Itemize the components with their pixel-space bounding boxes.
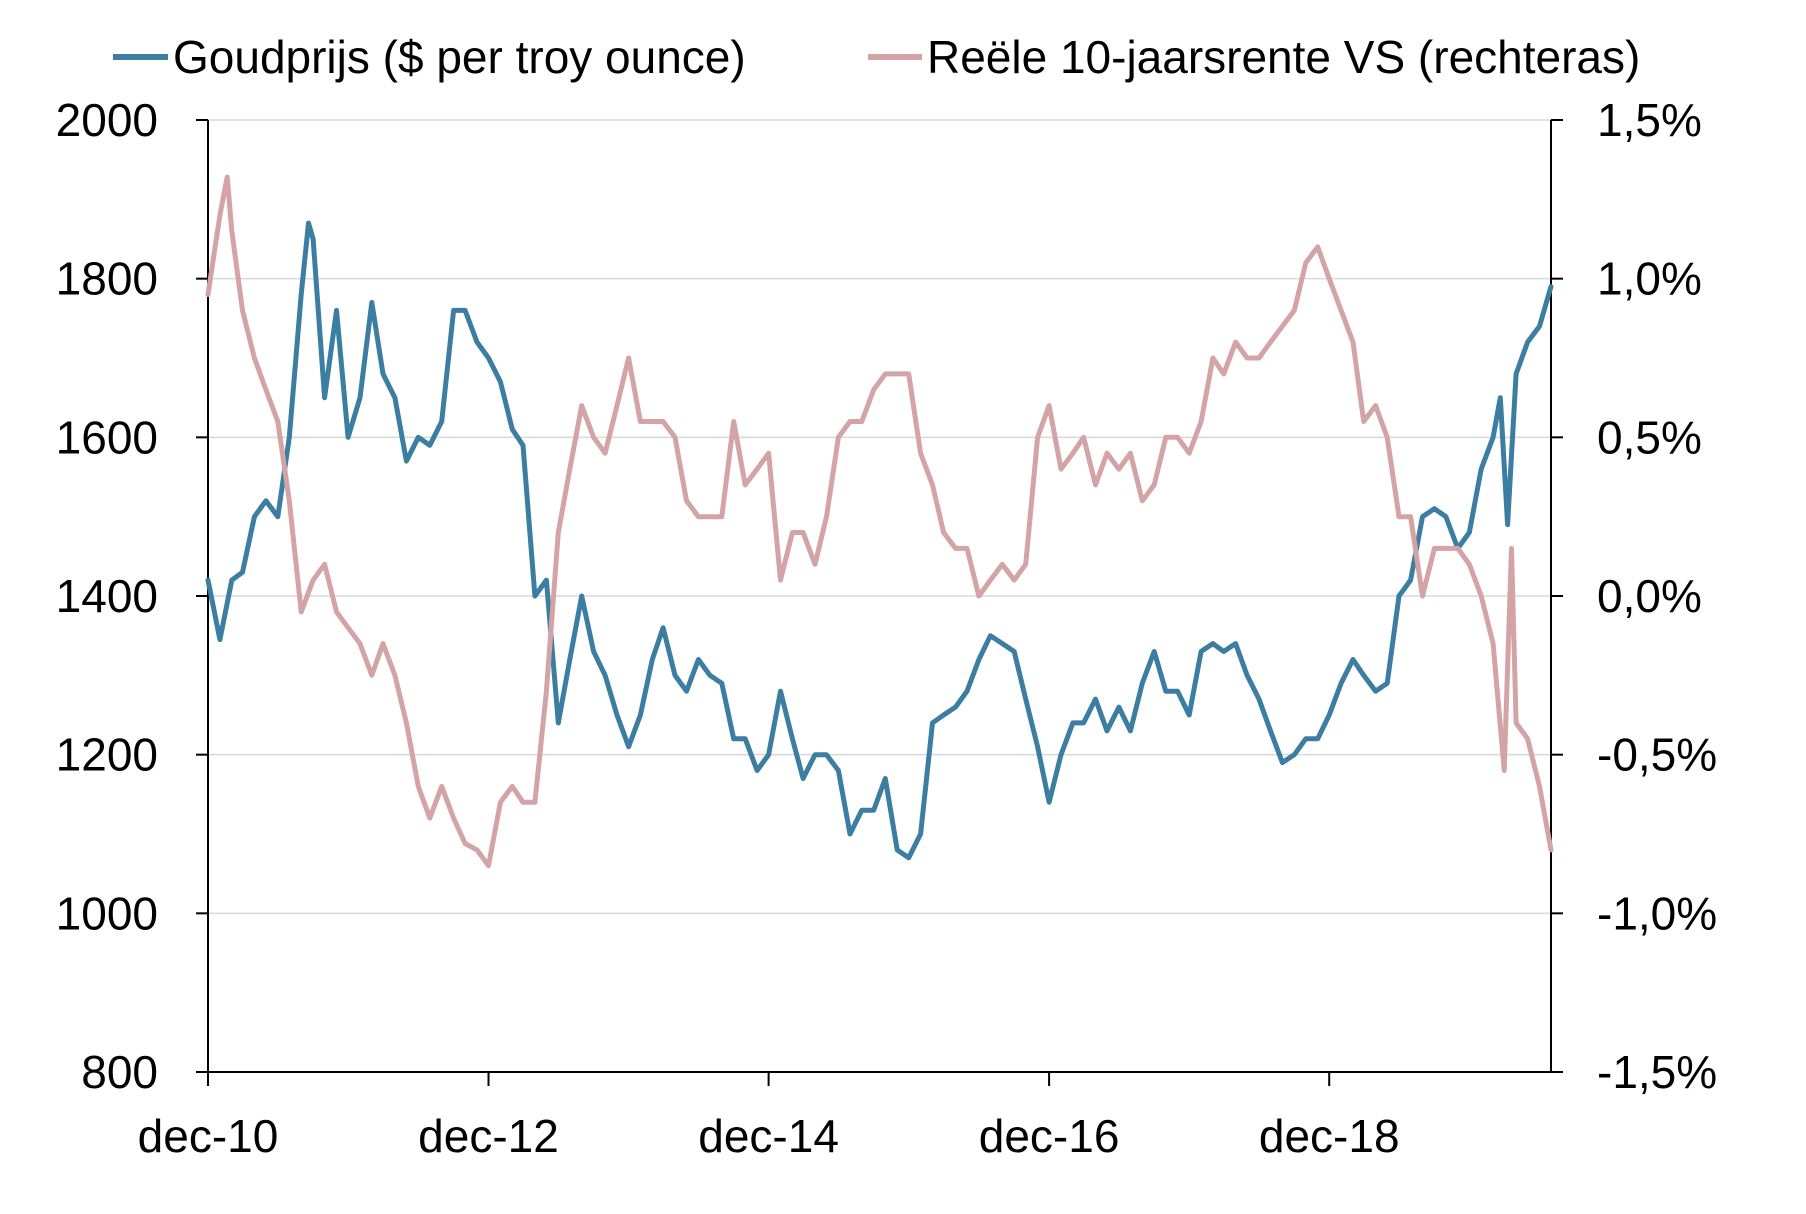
y-tick-label-left: 1200	[56, 729, 158, 781]
y-tick-label-right: 1,5%	[1597, 94, 1702, 146]
legend: Goudprijs ($ per troy ounce) Reële 10-jaa…	[113, 31, 1640, 83]
x-tick-label: dec-14	[698, 1110, 839, 1162]
x-tick-label: dec-12	[418, 1110, 559, 1162]
y-tick-label-left: 800	[81, 1046, 158, 1098]
y-tick-label-right: -0,5%	[1597, 729, 1717, 781]
x-tick-label: dec-18	[1259, 1110, 1400, 1162]
y-tick-label-right: -1,0%	[1597, 887, 1717, 939]
y-tick-label-right: 0,0%	[1597, 570, 1702, 622]
series-lines	[205, 174, 1554, 869]
real-yield-line	[205, 174, 1554, 869]
y-tick-label-right: 0,5%	[1597, 411, 1702, 463]
y-tick-label-left: 1000	[56, 887, 158, 939]
axes: 800 1000 1200 1400 1600 1800 2000 -1,5% -1,0% -0,…	[56, 94, 1718, 1162]
gold-price-line	[205, 220, 1554, 861]
legend-label-yield: Reële 10-jaarsrente VS (rechteras)	[927, 31, 1640, 83]
y-tick-label-left: 2000	[56, 94, 158, 146]
x-tick-label: dec-16	[979, 1110, 1120, 1162]
y-tick-label-left: 1600	[56, 411, 158, 463]
x-tick-label: dec-10	[138, 1110, 279, 1162]
y-tick-label-right: -1,5%	[1597, 1046, 1717, 1098]
legend-label-gold: Goudprijs ($ per troy ounce)	[173, 31, 746, 83]
y-tick-label-right: 1,0%	[1597, 253, 1702, 305]
y-tick-label-left: 1800	[56, 253, 158, 305]
y-tick-label-left: 1400	[56, 570, 158, 622]
